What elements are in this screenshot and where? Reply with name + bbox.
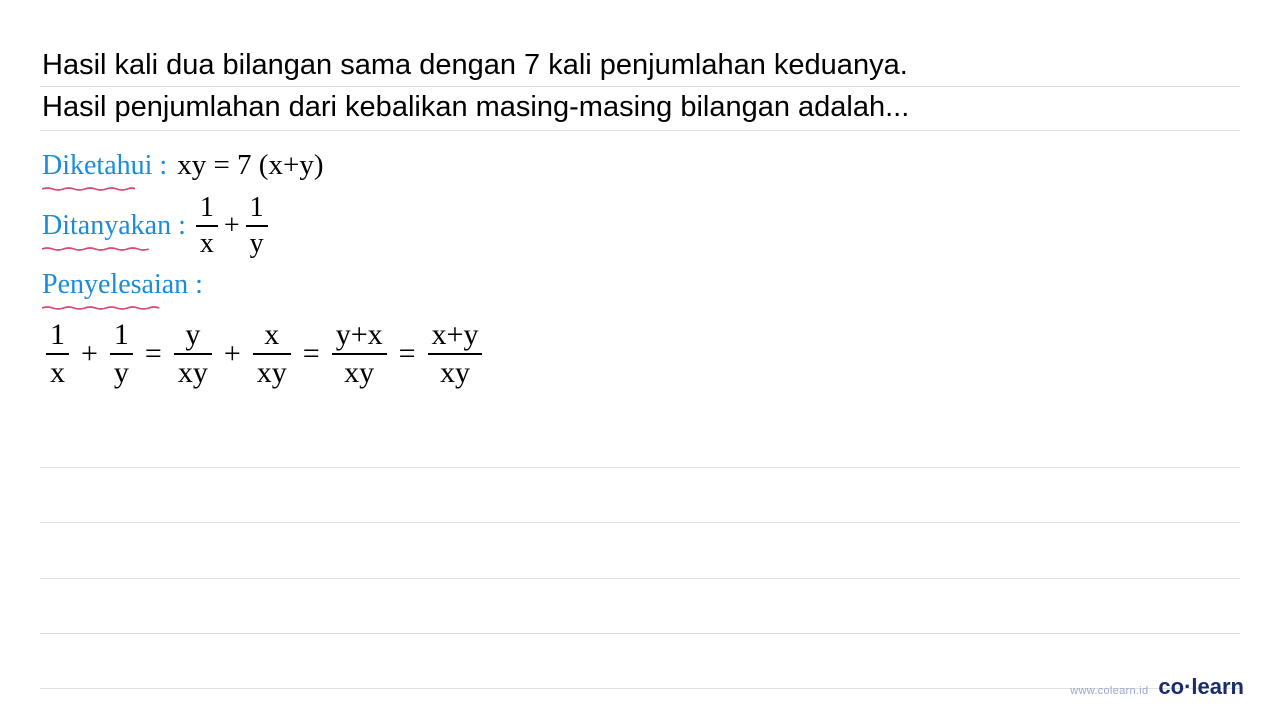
- fraction-bar-icon: [110, 353, 133, 355]
- fraction-term: 1 y: [110, 320, 133, 388]
- frac-num: 1: [246, 194, 268, 222]
- frac-den: y: [110, 358, 133, 388]
- wavy-underline-icon: [42, 187, 135, 191]
- fraction-bar-icon: [428, 353, 483, 355]
- watermark-url: www.colearn.id: [1070, 685, 1148, 697]
- penyelesaian-text: Penyelesaian :: [42, 269, 203, 300]
- penyelesaian-row: Penyelesaian :: [42, 264, 1238, 306]
- logo-right: learn: [1191, 674, 1244, 699]
- fraction-term: x+y xy: [428, 320, 483, 388]
- fraction-term: y+x xy: [332, 320, 387, 388]
- frac-den: xy: [253, 358, 291, 388]
- watermark: www.colearn.id co·learn: [1070, 674, 1244, 700]
- diketahui-row: Diketahui : xy = 7 (x+y): [42, 144, 1238, 188]
- plus-operator: +: [222, 337, 243, 371]
- frac-den: y: [246, 230, 268, 258]
- frac-den: xy: [340, 358, 378, 388]
- solution-equation: 1 x + 1 y = y xy + x xy = y+x xy =: [46, 320, 1238, 388]
- diketahui-label: Diketahui :: [42, 145, 167, 187]
- wavy-underline-icon: [42, 306, 162, 310]
- asked-expression: 1 x + 1 y: [196, 194, 268, 258]
- ditanyakan-row: Ditanyakan : 1 x + 1 y: [42, 194, 1238, 258]
- fraction-bar-icon: [46, 353, 69, 355]
- fraction-1-over-x: 1 x: [196, 194, 218, 258]
- frac-num: 1: [196, 194, 218, 222]
- frac-num: 1: [46, 320, 69, 350]
- wavy-underline-icon: [42, 247, 149, 251]
- ditanyakan-label: Ditanyakan :: [42, 205, 186, 247]
- fraction-1-over-y: 1 y: [246, 194, 268, 258]
- equals-operator: =: [143, 337, 164, 371]
- frac-den: x: [196, 230, 218, 258]
- fraction-term: 1 x: [46, 320, 69, 388]
- equals-operator: =: [397, 337, 418, 371]
- fraction-bar-icon: [174, 353, 212, 355]
- problem-line-2: Hasil penjumlahan dari kebalikan masing-…: [42, 86, 1238, 128]
- plus-operator: +: [222, 205, 242, 247]
- problem-line-1: Hasil kali dua bilangan sama dengan 7 ka…: [42, 44, 1238, 86]
- frac-num: y: [181, 320, 204, 350]
- frac-num: 1: [110, 320, 133, 350]
- fraction-term: y xy: [174, 320, 212, 388]
- watermark-logo: co·learn: [1158, 674, 1244, 700]
- frac-num: y+x: [332, 320, 387, 350]
- fraction-bar-icon: [253, 353, 291, 355]
- frac-num: x: [260, 320, 283, 350]
- penyelesaian-label: Penyelesaian :: [42, 264, 203, 306]
- ditanyakan-text: Ditanyakan :: [42, 210, 186, 241]
- logo-left: co: [1158, 674, 1184, 699]
- given-equation: xy = 7 (x+y): [177, 144, 323, 188]
- fraction-bar-icon: [332, 353, 387, 355]
- frac-den: xy: [174, 358, 212, 388]
- frac-den: x: [46, 358, 69, 388]
- equals-operator: =: [301, 337, 322, 371]
- diketahui-text: Diketahui :: [42, 150, 167, 181]
- fraction-term: x xy: [253, 320, 291, 388]
- frac-den: xy: [436, 358, 474, 388]
- plus-operator: +: [79, 337, 100, 371]
- fraction-bar-icon: [246, 225, 268, 227]
- problem-statement: Hasil kali dua bilangan sama dengan 7 ka…: [42, 44, 1238, 128]
- fraction-bar-icon: [196, 225, 218, 227]
- page-content: Hasil kali dua bilangan sama dengan 7 ka…: [42, 44, 1238, 388]
- frac-num: x+y: [428, 320, 483, 350]
